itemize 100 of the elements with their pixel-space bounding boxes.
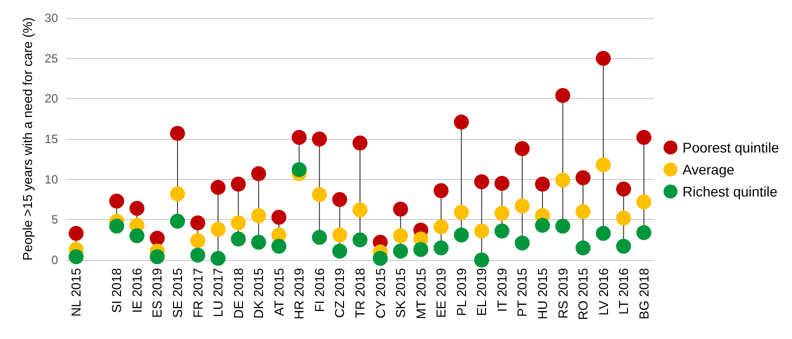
x-tick-label: SK 2015 (393, 268, 408, 318)
point (190, 248, 206, 263)
x-tick-label: FR 2017 (190, 268, 206, 318)
point (190, 215, 206, 230)
point (393, 202, 408, 217)
point (210, 250, 226, 266)
point (170, 186, 186, 202)
x-tick-label: TR 2018 (352, 268, 368, 318)
point (68, 249, 84, 264)
point (474, 174, 490, 190)
point (292, 162, 307, 178)
point (636, 130, 652, 145)
x-tick-label: NL 2015 (68, 268, 84, 317)
legend-label: Average (682, 162, 735, 178)
x-tick-label: CZ 2019 (332, 268, 348, 318)
point (251, 166, 266, 182)
point (109, 218, 124, 234)
point (474, 252, 490, 268)
point (494, 176, 510, 191)
y-tick-label: 20 (44, 92, 58, 106)
point (109, 194, 124, 209)
point (514, 236, 530, 251)
point (251, 234, 266, 250)
point (454, 114, 469, 130)
point (210, 222, 226, 237)
point (596, 157, 611, 172)
point (474, 223, 490, 238)
y-tick-label: 25 (44, 51, 58, 66)
point (596, 50, 611, 66)
point (372, 250, 388, 266)
x-tick-label: DK 2015 (251, 268, 266, 319)
x-tick-label: EL 2019 (474, 268, 490, 316)
x-tick-label: CY 2015 (372, 268, 388, 318)
point (312, 132, 327, 146)
y-tick-label: 0 (51, 253, 58, 267)
point (555, 218, 570, 234)
y-tick-label: 30 (44, 11, 58, 25)
point (352, 202, 368, 218)
x-tick-label: RO 2015 (576, 268, 591, 320)
y-tick-label: 10 (44, 172, 58, 186)
point (576, 170, 591, 186)
point (514, 141, 530, 156)
point (332, 192, 348, 207)
legend-label: Poorest quintile (682, 140, 780, 156)
point (352, 232, 368, 248)
point (230, 232, 246, 247)
x-tick-label: BG 2018 (636, 268, 652, 320)
y-tick-label: 5 (51, 212, 58, 227)
point (576, 240, 591, 256)
point (494, 223, 510, 238)
legend-label: Richest quintile (682, 184, 778, 200)
x-tick-label: LV 2016 (596, 268, 611, 316)
point (535, 176, 550, 192)
point (434, 219, 449, 234)
point (312, 230, 327, 245)
x-tick-label: IE 2016 (129, 268, 144, 313)
point (596, 226, 611, 241)
x-tick-label: LU 2017 (210, 268, 226, 318)
point (616, 210, 632, 226)
point (393, 244, 408, 259)
point (150, 249, 165, 264)
point (434, 183, 449, 198)
point (576, 204, 591, 220)
x-tick-label: EE 2019 (434, 268, 449, 318)
point (393, 228, 408, 244)
point (312, 187, 327, 202)
point (129, 200, 144, 216)
x-tick-label: MT 2015 (413, 268, 428, 320)
x-tick-label: DE 2018 (230, 268, 246, 319)
point (413, 242, 428, 258)
point (230, 176, 246, 192)
point (555, 172, 570, 188)
point (271, 238, 286, 254)
point (514, 198, 530, 214)
point (129, 228, 144, 244)
x-tick-label: HU 2015 (534, 268, 550, 320)
point (352, 136, 368, 151)
point (434, 240, 449, 256)
point (332, 227, 348, 242)
x-tick-label: PT 2015 (514, 268, 530, 317)
y-tick-label: 15 (44, 132, 58, 146)
point (230, 215, 246, 230)
point (616, 238, 632, 254)
point (636, 194, 652, 210)
x-tick-label: FI 2016 (312, 268, 327, 312)
x-tick-label: IT 2019 (494, 268, 510, 312)
y-axis-title: People >15 years with a need for care (%) (20, 17, 35, 261)
point (636, 225, 652, 240)
point (251, 208, 266, 224)
point (190, 233, 206, 248)
point (454, 204, 469, 220)
point (210, 180, 226, 195)
point (332, 244, 348, 259)
point (150, 230, 165, 246)
x-tick-label: AT 2015 (271, 268, 286, 316)
x-tick-label: SI 2018 (109, 268, 124, 313)
point (494, 206, 510, 221)
x-tick-label: PL 2019 (454, 268, 469, 316)
point (170, 126, 186, 141)
x-tick-label: ES 2019 (150, 268, 165, 318)
